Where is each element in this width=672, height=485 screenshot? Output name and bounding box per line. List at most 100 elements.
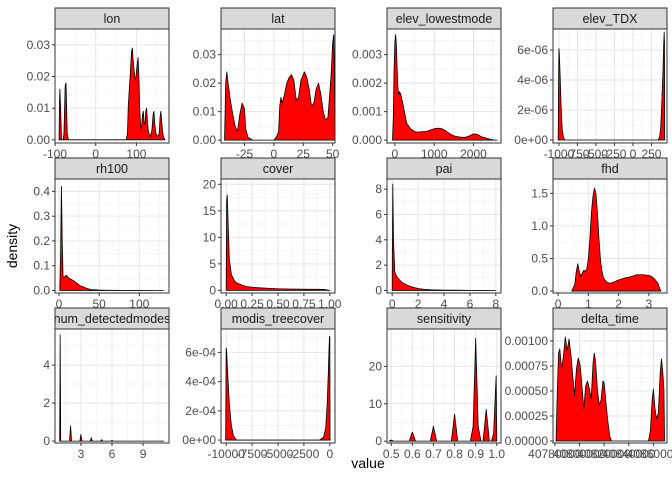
y-tick-label: 0.03 xyxy=(27,38,51,52)
x-tick-label: 1.0 xyxy=(488,447,505,461)
density-area xyxy=(59,186,164,291)
y-tick-label: 4 xyxy=(43,358,50,372)
facet-label: rh100 xyxy=(96,162,128,176)
x-tick-label: 40840000 xyxy=(602,447,656,461)
x-tick-label: 6 xyxy=(109,447,116,461)
panel-num-detectedmodes: num_detectedmodes 3 6 9 0 2 4 xyxy=(43,307,171,461)
density-area xyxy=(571,187,662,292)
panel-border xyxy=(386,28,502,144)
facet-label: cover xyxy=(263,162,294,176)
panel-background xyxy=(553,29,667,143)
x-tick-label: -7500 xyxy=(237,447,268,461)
panel-border xyxy=(552,328,668,444)
y-tick-label: 2e-06 xyxy=(517,103,548,117)
y-tick-label: 2e-04 xyxy=(185,404,216,418)
y-tick-label: 0e+00 xyxy=(182,433,216,447)
facet-label: pai xyxy=(436,162,453,176)
x-tick-label: 9 xyxy=(140,447,147,461)
facet-label: fhd xyxy=(601,162,618,176)
y-tick-label: 0.00 xyxy=(193,133,217,147)
x-tick-label: 0.6 xyxy=(404,447,421,461)
x-tick-label: 0.8 xyxy=(446,447,463,461)
facet-label: num_detectedmodes xyxy=(54,312,171,326)
x-tick-label: 0.5 xyxy=(383,447,400,461)
y-tick-label: 0.000 xyxy=(352,133,382,147)
y-tick-label: 1.0 xyxy=(531,219,548,233)
y-tick-label: 0.0 xyxy=(33,284,50,298)
x-tick-label: 8 xyxy=(492,297,499,311)
y-tick-label: 10 xyxy=(203,230,217,244)
y-tick-label: 0.4 xyxy=(33,184,50,198)
y-tick-label: 0.00000 xyxy=(505,434,549,448)
y-tick-label: 4 xyxy=(375,233,382,247)
y-tick-label: 0.01 xyxy=(193,105,217,119)
y-tick-label: 0.00025 xyxy=(505,409,549,423)
panel-border xyxy=(552,28,668,144)
density-area xyxy=(58,47,166,141)
y-tick-label: 2 xyxy=(43,396,50,410)
x-tick-label: 0.7 xyxy=(425,447,442,461)
panel-pai: pai 0 2 4 6 8 0 2 4 6 8 xyxy=(375,157,502,311)
density-area xyxy=(555,336,665,442)
facet-label: elev_lowestmode xyxy=(396,12,493,26)
x-tick-label: 6 xyxy=(467,297,474,311)
panel-border xyxy=(54,28,170,144)
y-tick-label: 0.00075 xyxy=(505,359,549,373)
density-area xyxy=(557,31,666,141)
panel-lon: lon-100 0 1000.000.010.020.03 xyxy=(27,7,170,161)
y-tick-label: 6e-04 xyxy=(185,345,216,359)
y-tick-label: 4e-06 xyxy=(517,73,548,87)
y-tick-label: 0.5 xyxy=(531,251,548,265)
x-tick-label: 2 xyxy=(615,297,622,311)
x-tick-label: 40780000 xyxy=(528,447,582,461)
y-tick-label: 0.02 xyxy=(27,70,51,84)
y-tick-label: 0.3 xyxy=(33,209,50,223)
x-tick-label: 40800000 xyxy=(553,447,607,461)
panel-modis-treecover: modis_treecover -10000-7500-5000-2500 0 0e+… xyxy=(182,307,336,461)
x-tick-label: 3 xyxy=(78,447,85,461)
y-tick-label: 0.00 xyxy=(27,133,51,147)
y-tick-label: 0 xyxy=(375,434,382,448)
y-tick-label: 20 xyxy=(203,177,217,191)
density-area xyxy=(225,335,331,441)
y-tick-label: 10 xyxy=(369,397,383,411)
facet-label: delta_time xyxy=(581,312,639,326)
y-tick-label: 0.001 xyxy=(352,105,382,119)
facet-label: lon xyxy=(104,12,121,26)
panel-background xyxy=(55,179,169,293)
y-tick-label: 6e-06 xyxy=(517,43,548,57)
density-area xyxy=(224,34,335,141)
y-tick-label: 0 xyxy=(43,434,50,448)
facet-label: sensitivity xyxy=(417,312,472,326)
panel-background xyxy=(553,179,667,293)
x-tick-label: -5000 xyxy=(263,447,294,461)
x-tick-label: -2500 xyxy=(289,447,320,461)
x-tick-label: 0 xyxy=(271,147,278,161)
y-tick-label: 0.01 xyxy=(27,101,51,115)
x-tick-label: 3 xyxy=(646,297,653,311)
x-tick-label: 0 xyxy=(326,447,333,461)
density-area xyxy=(388,337,498,442)
panel-fhd: fhd 0 1 2 3 0.0 0.5 1.0 1.5 xyxy=(531,157,668,311)
density-area xyxy=(59,334,165,442)
x-tick-label: 0 xyxy=(56,297,63,311)
facet-label: elev_TDX xyxy=(583,12,639,26)
x-tick-label: 40820000 xyxy=(577,447,631,461)
y-tick-label: 0.00100 xyxy=(505,334,549,348)
panel-border xyxy=(386,328,502,444)
x-tick-label: 0 xyxy=(630,147,637,161)
x-axis-title: value xyxy=(351,455,385,471)
y-tick-label: 0 xyxy=(209,283,216,297)
panel-sensitivity: sensitivity 0.5 0.6 0.7 0.8 0.9 1.0 0 10 20 xyxy=(369,307,505,461)
y-tick-label: 0.003 xyxy=(352,48,382,62)
x-tick-label: 2 xyxy=(415,297,422,311)
y-tick-label: 0.00050 xyxy=(505,384,549,398)
y-tick-label: 1.5 xyxy=(531,186,548,200)
facet-label: lat xyxy=(271,12,285,26)
x-tick-label: 0 xyxy=(389,297,396,311)
y-tick-label: 0.0 xyxy=(531,284,548,298)
y-tick-label: 2 xyxy=(375,258,382,272)
y-tick-label: 4e-04 xyxy=(185,375,216,389)
x-tick-label: 4 xyxy=(441,297,448,311)
